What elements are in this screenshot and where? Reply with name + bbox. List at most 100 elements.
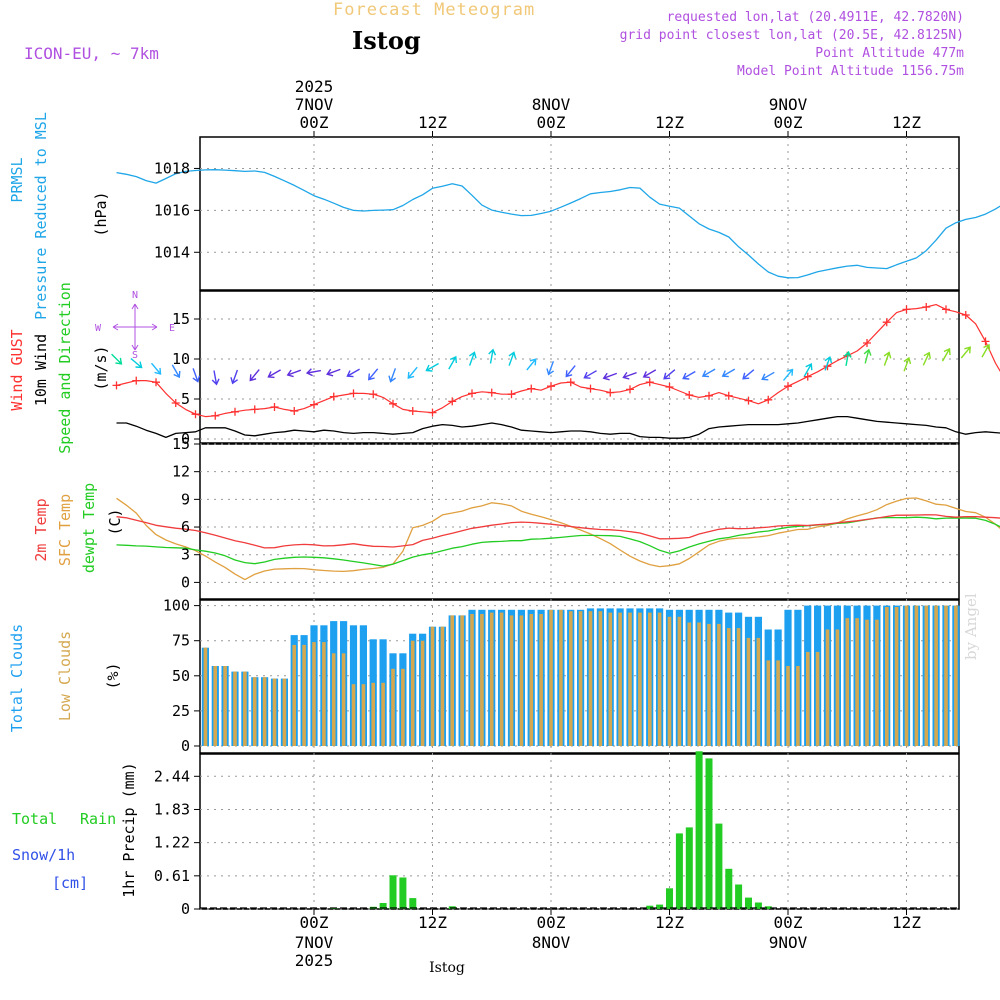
low-cloud-bar <box>894 607 899 746</box>
low-cloud-bar <box>401 668 405 746</box>
gust-marker <box>468 389 476 398</box>
wind-direction-arrow <box>903 356 912 372</box>
low-cloud-bar <box>924 605 929 746</box>
x-tick-label-bottom: 00Z <box>537 913 566 932</box>
wind-direction-arrow <box>388 368 397 383</box>
y-tick-label: 0 <box>181 430 190 448</box>
low-cloud-bar <box>677 616 682 746</box>
low-cloud-bar <box>727 628 731 746</box>
gust-marker <box>211 411 220 420</box>
wind-direction-arrow <box>326 368 341 377</box>
low-cloud-bar <box>440 626 445 746</box>
wind-direction-arrow <box>286 369 302 378</box>
y-tick-label: 100 <box>163 597 190 615</box>
rain-bar <box>685 827 693 909</box>
wind-direction-arrow <box>171 364 181 379</box>
gust-marker <box>744 396 753 405</box>
label-speed-direction: Speed and Direction <box>56 282 74 454</box>
low-cloud-bar <box>529 614 534 746</box>
gust-marker <box>250 405 259 414</box>
gust-marker <box>132 376 141 385</box>
x-tick-label-top: 12Z <box>655 113 684 132</box>
low-cloud-bar <box>588 611 593 746</box>
low-cloud-bar <box>351 684 356 746</box>
gust-marker <box>329 392 338 401</box>
year-label-bottom: 2025 <box>295 951 334 970</box>
low-cloud-bar <box>302 644 306 746</box>
low-cloud-bar <box>904 605 909 746</box>
rain-bar <box>745 897 752 909</box>
wind-direction-arrow <box>111 353 123 365</box>
wind-direction-arrow <box>488 348 497 364</box>
gust-marker <box>408 407 417 415</box>
wind-direction-arrow <box>941 347 951 362</box>
label-10m-wind: 10m Wind <box>32 334 50 406</box>
label-hpa: (hPa) <box>92 191 110 236</box>
gust-marker <box>389 399 397 408</box>
y-tick-label: 25 <box>172 702 190 720</box>
wind-direction-arrow <box>150 362 162 375</box>
y-tick-label: 50 <box>172 667 190 685</box>
x-tick-label-top: 12Z <box>418 113 447 132</box>
rain-bar <box>735 884 743 909</box>
label-rain: Rain <box>80 810 116 828</box>
label-prmsl: PRMSL <box>8 157 26 202</box>
x-tick-label-top: 12Z <box>892 113 921 132</box>
low-cloud-bar <box>282 678 287 746</box>
wind-direction-arrow <box>211 370 220 386</box>
wind-direction-arrow <box>526 358 537 371</box>
low-cloud-bar <box>549 609 553 746</box>
gust-marker <box>112 381 121 390</box>
low-cloud-bar <box>569 611 573 746</box>
date-label-top: 9NOV <box>769 95 808 114</box>
rain-bar <box>666 888 673 909</box>
low-cloud-bar <box>736 628 741 746</box>
rain-bar <box>656 904 664 909</box>
y-tick-label: 1014 <box>154 243 190 261</box>
gust-marker <box>547 382 555 391</box>
y-tick-label: 1016 <box>154 201 190 219</box>
pressure-line <box>116 169 1000 279</box>
low-cloud-bar <box>934 605 938 746</box>
temp-2m-line <box>116 514 1000 549</box>
wind-direction-arrow <box>230 369 239 385</box>
wind-direction-arrow <box>960 346 971 359</box>
gust-marker <box>270 403 279 411</box>
low-cloud-bar <box>243 671 247 746</box>
y-tick-label: 12 <box>172 463 190 481</box>
gust-marker <box>803 372 812 381</box>
label-sfc-temp: SFC Temp <box>56 494 74 566</box>
x-tick-label-top: 00Z <box>537 113 566 132</box>
low-cloud-bar <box>815 651 820 746</box>
low-cloud-bar <box>697 622 701 746</box>
rain-bar <box>715 823 723 909</box>
y-tick-label: 10 <box>172 350 190 368</box>
meteogram-title: Forecast Meteogram <box>333 0 536 20</box>
y-tick-label: 3 <box>181 546 190 564</box>
wind-direction-arrow <box>824 356 833 371</box>
wind-direction-arrow <box>546 360 555 376</box>
wind-direction-arrow <box>622 371 637 380</box>
wind-direction-arrow <box>468 351 477 366</box>
low-cloud-bar <box>766 660 771 746</box>
compass-w: W <box>95 323 102 334</box>
rain-bar <box>379 903 387 909</box>
low-cloud-bar <box>717 623 721 746</box>
low-cloud-bar <box>499 612 504 746</box>
label-percent: (%) <box>104 662 122 689</box>
y-tick-label: 0 <box>181 573 190 591</box>
low-cloud-bar <box>489 612 494 746</box>
gust-marker <box>665 383 674 391</box>
label-2m-temp: 2m Temp <box>32 498 50 561</box>
gust-marker <box>902 305 911 314</box>
low-cloud-bar <box>954 605 958 746</box>
low-cloud-bar <box>618 612 622 746</box>
x-tick-label-bottom: 12Z <box>892 913 921 932</box>
requested-location: requested lon,lat (20.4911E, 42.7820N) <box>666 10 964 25</box>
panel-frame-wind <box>199 290 960 444</box>
rain-bar <box>695 751 703 909</box>
gust-marker <box>171 399 180 407</box>
gust-marker <box>487 388 496 397</box>
low-cloud-bar <box>252 677 257 746</box>
wind-direction-arrow <box>682 370 696 380</box>
